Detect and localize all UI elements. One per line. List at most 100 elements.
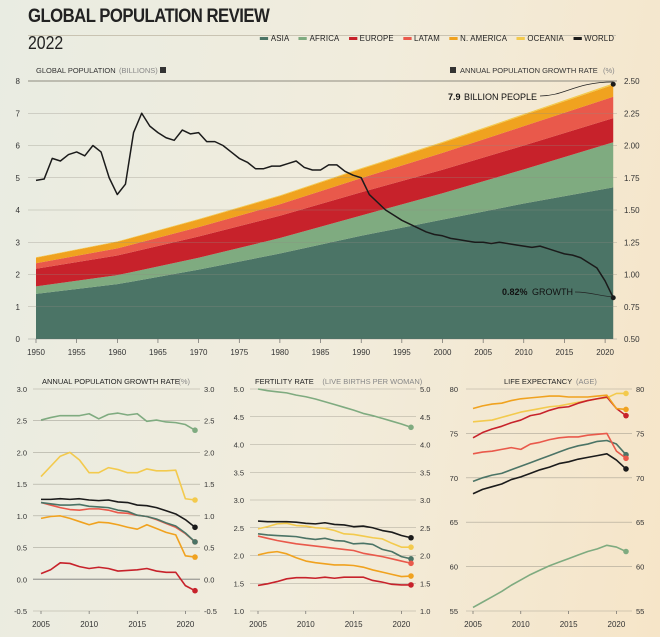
end-dot-europe [623,412,629,419]
y2-tick-label: 5.0 [420,385,430,394]
legend-item-world: WORLD [572,33,614,43]
small-chart-unit: (LIVE BIRTHS PER WOMAN) [322,377,422,386]
y-tick-label: 2.0 [234,552,244,561]
end-dot-latam [623,455,629,462]
x-tick-label: 1965 [149,348,167,357]
growth-end-dot [610,295,616,301]
y2-tick-label: 3.0 [420,496,430,505]
legend-label: ASIA [270,33,290,43]
y-tick-label: 4.5 [234,413,244,422]
end-dot-africa [192,427,198,434]
population-end-dot [610,81,616,87]
line-asia [40,501,196,543]
end-dot-world [192,524,198,531]
end-dot-europe [192,587,198,594]
legend-swatch [402,36,412,40]
y2-tick-label: 0.0 [204,575,214,584]
legend-label: WORLD [583,33,614,43]
y-tick-label: 60 [450,563,458,572]
left-axis-unit: (BILLIONS) [119,66,158,75]
end-dot-n_america [192,554,198,560]
growth-label: GROWTH [532,287,573,297]
small-chart-title: LIFE EXPECTANCY [504,377,572,386]
y2-tick-label: 0.75 [624,303,640,312]
y2-tick-label: 2.5 [204,417,214,426]
line-n_america [257,550,412,578]
legend-label: OCEANIA [527,33,564,43]
y2-tick-label: 4.0 [420,441,430,450]
legend-label: LATAM [413,33,440,43]
y-tick-label: 5 [16,174,21,183]
legend-swatch [516,36,525,40]
end-dot-africa [408,424,414,431]
y2-tick-label: 55 [636,607,644,616]
line-africa [257,388,412,429]
right-axis-unit: (%) [603,66,615,75]
line-world [257,520,412,539]
small-chart-unit: (%) [178,377,190,386]
x-tick-label: 2015 [556,348,574,357]
y-tick-label: 2.5 [17,417,27,426]
x-tick-label: 2020 [176,620,194,629]
line-n_america [472,394,627,411]
end-dot-oceania [623,390,629,397]
x-tick-label: 2020 [608,620,626,629]
y2-tick-label: 2.0 [420,552,430,561]
line-world [472,453,627,495]
end-dot-asia [408,556,414,562]
y2-tick-label: 70 [636,474,644,483]
y-tick-label: 3.5 [234,468,244,477]
y-tick-label: 4.0 [234,441,244,450]
y-tick-label: 4 [16,206,21,215]
legend-swatch [259,36,268,40]
legend-item-latam: LATAM [402,33,440,43]
y2-tick-label: 1.00 [624,271,640,280]
y-tick-label: 75 [450,429,458,438]
y2-tick-label: 65 [636,518,644,527]
end-dot-n_america [408,573,414,579]
end-dot-n_america [623,406,629,413]
x-tick-label: 1960 [108,348,126,357]
legend-swatch [448,36,458,40]
end-dot-africa [623,548,629,555]
line-oceania [40,451,196,501]
line-asia [257,533,412,560]
x-tick-label: 2010 [515,348,533,357]
x-tick-label: 1950 [27,348,45,357]
x-tick-label: 1970 [190,348,208,357]
x-tick-label: 2005 [474,348,492,357]
line-asia [472,439,627,483]
y-tick-label: 80 [450,385,458,394]
line-latam [472,432,627,459]
area-africa [36,142,614,294]
area-europe [36,118,614,287]
x-tick-label: 1980 [271,348,289,357]
x-tick-label: 1990 [352,348,370,357]
line-oceania [257,522,411,548]
small-chart-title: ANNUAL POPULATION GROWTH RATE [42,377,180,386]
legend-label: AFRICA [309,33,340,43]
y-tick-label: 3.0 [17,385,27,394]
y-tick-label: 55 [450,607,458,616]
x-tick-label: 2005 [32,620,50,629]
x-tick-label: 1975 [230,348,248,357]
y2-tick-label: 1.50 [624,206,640,215]
y-tick-label: 2.0 [17,448,27,457]
y2-tick-label: 2.50 [624,77,640,86]
y-tick-label: 8 [16,77,21,86]
y-tick-label: 0 [16,335,21,344]
legend-swatch [298,36,307,40]
growth-value: 0.82% [502,287,528,297]
y-tick-label: 1.5 [17,480,27,489]
end-dot-world [623,466,629,472]
legend-item-asia: ASIA [259,33,290,43]
x-tick-label: 1995 [393,348,411,357]
y-tick-label: 1 [16,303,21,312]
annotation-leader [539,81,614,97]
line-europe [257,576,411,587]
y-tick-label: 3 [16,238,21,247]
area-asia [36,187,614,339]
small-chart-1: ANNUAL POPULATION GROWTH RATE(%) -0.5 -0.5… [14,377,217,629]
y2-tick-label: 60 [636,563,644,572]
title-divider [28,35,616,36]
